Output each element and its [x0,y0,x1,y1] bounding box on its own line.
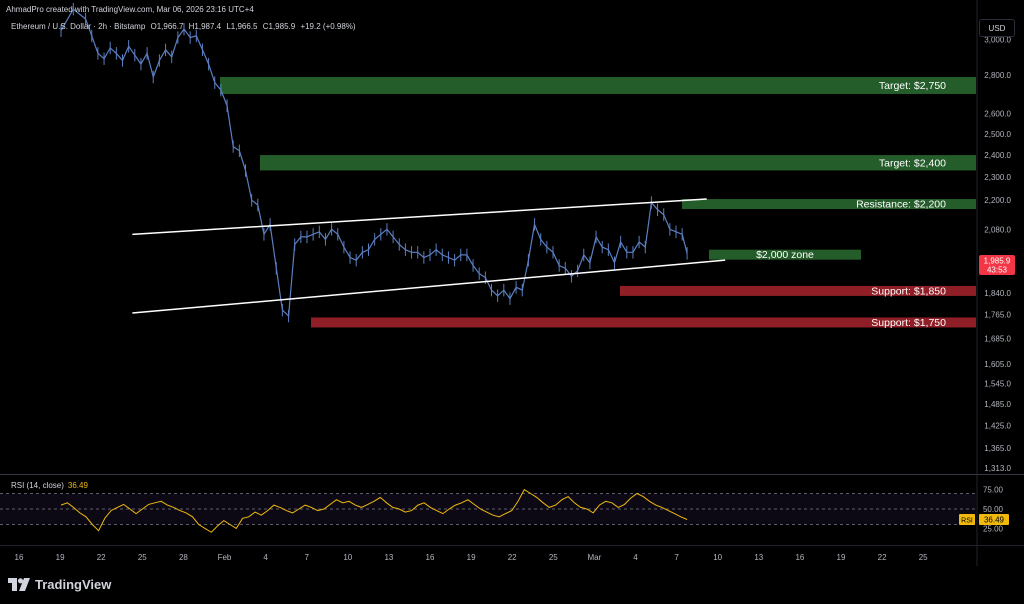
symbol-name[interactable]: Ethereum / U.S. Dollar · 2h · Bitstamp [11,22,146,31]
time-tick-label: 22 [878,553,887,562]
currency-button[interactable]: USD [979,19,1015,37]
price-tick-label: 2,500.0 [984,130,1011,139]
price-tick-label: 1,485.0 [984,400,1011,409]
price-tick-label: 3,000.0 [984,35,1011,44]
low-value: L1,966.5 [226,22,258,31]
price-tick-label: 1,765.0 [984,311,1011,320]
price-tick-label: 1,425.0 [984,422,1011,431]
price-tick-label: 1,605.0 [984,360,1011,369]
price-tick-label: 2,080.0 [984,225,1011,234]
time-tick-label: 19 [837,553,846,562]
rsi-tick-label: 25.00 [983,524,1004,533]
time-tick-label: 22 [508,553,517,562]
time-tick-label: 10 [713,553,722,562]
time-tick-label: 7 [304,553,309,562]
time-tick-label: 19 [56,553,65,562]
rsi-label[interactable]: RSI (14, close) [11,481,64,490]
price-tick-label: 1,840.0 [984,289,1011,298]
countdown-label: 43:53 [987,266,1008,275]
zone-rect [682,199,976,210]
open-value: O1,966.7 [150,22,184,31]
zone-label: Support: $1,750 [871,317,946,329]
zone-rect [709,249,861,260]
time-tick-label: 22 [97,553,106,562]
zone-rect [220,76,976,94]
zone-resistance-2200[interactable]: Resistance: $2,200 [682,199,976,211]
rsi-value-badge: RSI 36.49 [959,514,1009,525]
price-tick-label: 1,313.0 [984,464,1011,473]
rsi-badge-value: 36.49 [984,516,1005,525]
close-value: C1,985.9 [262,22,296,31]
change-value: +19.2 (+0.98%) [300,22,356,31]
price-tick-label: 2,300.0 [984,173,1011,182]
zone-label: Support: $1,850 [871,285,946,297]
time-tick-label: 13 [754,553,763,562]
zone-support-1850[interactable]: Support: $1,850 [620,285,976,297]
rsi-tick-label: 75.00 [983,486,1004,495]
time-tick-label: 16 [795,553,804,562]
time-tick-label: 10 [343,553,352,562]
zone-label: Target: $2,750 [879,80,946,92]
trendline-upper[interactable] [132,198,707,236]
price-tick-label: 1,365.0 [984,444,1011,453]
price-tick-label: 1,685.0 [984,335,1011,344]
zone-label: Target: $2,400 [879,157,946,169]
rsi-series[interactable] [60,488,688,533]
zone-zone-2000[interactable]: $2,000 zone [709,249,861,261]
rsi-tick-label: 50.00 [983,505,1004,514]
time-tick-label: Mar [588,553,602,562]
price-tick-label: 2,200.0 [984,196,1011,205]
time-tick-label: 13 [384,553,393,562]
trendline-lower[interactable] [132,259,726,314]
brand-name: TradingView [35,577,112,592]
time-tick-label: 28 [179,553,188,562]
rsi-legend: RSI (14, close) 36.49 [11,481,88,490]
price-tick-label: 2,600.0 [984,110,1011,119]
time-tick-label: 25 [549,553,558,562]
time-tick-label: 16 [15,553,24,562]
last-price-badge: 1,985.9 43:53 [979,255,1015,275]
zone-rect [260,155,976,171]
tradingview-logo[interactable]: TradingView [8,577,111,592]
zone-label: Resistance: $2,200 [856,199,946,211]
rsi-badge-label: RSI [961,518,973,525]
time-tick-label: 19 [467,553,476,562]
time-tick-label: 25 [919,553,928,562]
high-value: H1,987.4 [188,22,222,31]
time-tick-label: 25 [138,553,147,562]
zone-label: $2,000 zone [756,249,814,261]
zone-target-2400[interactable]: Target: $2,400 [260,155,976,171]
time-tick-label: 16 [426,553,435,562]
rsi-value: 36.49 [67,481,88,490]
time-tick-label: 7 [674,553,679,562]
time-tick-label: Feb [218,553,232,562]
price-tick-label: 2,400.0 [984,151,1011,160]
author-line: AhmadPro created with TradingView.com, M… [6,5,254,14]
symbol-bar: Ethereum / U.S. Dollar · 2h · Bitstamp O… [11,22,359,31]
tradingview-logo-icon [8,578,30,591]
time-tick-label: 4 [263,553,268,562]
price-tick-label: 1,545.0 [984,380,1011,389]
time-tick-label: 4 [633,553,638,562]
zone-rect [620,285,976,296]
last-price-label: 1,985.9 [984,257,1011,266]
price-tick-label: 2,800.0 [984,71,1011,80]
zone-support-1750[interactable]: Support: $1,750 [311,317,976,329]
zone-target-2750[interactable]: Target: $2,750 [220,76,976,94]
zone-rect [311,317,976,328]
